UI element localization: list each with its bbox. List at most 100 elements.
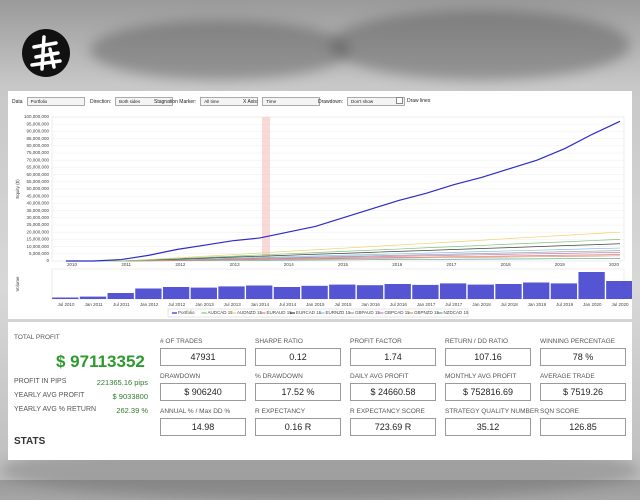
legend-entry: EURCAD 15	[296, 310, 322, 315]
legend-entry: Portfolio	[178, 310, 195, 315]
navigator-label: 2010	[67, 262, 78, 267]
y-tick-label: 35,000,000	[26, 208, 49, 213]
select[interactable]: All time	[200, 97, 259, 106]
x-tick-label: Jul 2010	[57, 302, 75, 307]
navigator-label: 2011	[121, 262, 131, 267]
navigator-label: 2019	[555, 262, 566, 267]
volume-bar	[439, 283, 467, 299]
x-tick-label: Jul 2016	[390, 302, 408, 307]
volume-label: Volume	[15, 276, 20, 292]
stat-label: SHARPE RATIO	[255, 338, 303, 345]
legend-entry: AUDCAD 15	[208, 310, 234, 315]
x-tick-label: Jul 2018	[501, 302, 519, 307]
background-mountain	[330, 10, 630, 80]
summary-value: 262.39 %	[116, 406, 148, 415]
x-tick-label: Jan 2013	[195, 302, 214, 307]
chart-panel: Data Portfolio Direction: Both sides Stagnat…	[8, 91, 632, 319]
background-mountain	[90, 20, 350, 80]
x-tick-label: Jan 2016	[361, 302, 380, 307]
x-tick-label: Jan 2014	[251, 302, 270, 307]
x-tick-label: Jan 2011	[85, 302, 104, 307]
y-tick-label: 95,000,000	[26, 121, 49, 126]
stat-value: 1.74	[350, 348, 436, 366]
navigator-label: 2015	[338, 262, 349, 267]
control-label: Direction:	[90, 98, 112, 105]
volume-bar	[495, 284, 522, 299]
stat-value: $ 752816.69	[445, 383, 531, 401]
y-tick-label: 5,000,000	[29, 251, 50, 256]
volume-bar	[412, 284, 439, 299]
control: Data Portfolio	[12, 97, 85, 106]
summary-value: 221365.16 pips	[96, 378, 148, 387]
control: X Axis: Time	[243, 97, 321, 106]
total-profit-label: TOTAL PROFIT	[14, 334, 60, 341]
navigator-label: 2016	[392, 262, 403, 267]
stat-value: $ 24660.58	[350, 383, 436, 401]
checkbox[interactable]	[396, 97, 403, 104]
legend-entry: NZDCAD 15	[444, 310, 470, 315]
volume-bar	[135, 288, 162, 299]
stat-label: % DRAWDOWN	[255, 373, 303, 380]
y-tick-label: 0	[46, 258, 49, 263]
legend-entry: GBPNZD 15	[414, 310, 440, 315]
volume-bar	[606, 281, 632, 299]
y-tick-label: 75,000,000	[26, 150, 49, 155]
stat-value: 35.12	[445, 418, 531, 436]
stat-value: 0.12	[255, 348, 341, 366]
stats-panel: TOTAL PROFIT $ 97113352 STATS PROFIT IN …	[8, 322, 632, 460]
control: Direction: Both sides	[90, 97, 174, 106]
navigator-label: 2020	[609, 262, 620, 267]
select[interactable]: Time	[262, 97, 321, 106]
volume-bar	[550, 283, 578, 299]
stat-label: STRATEGY QUALITY NUMBER	[445, 408, 539, 415]
stat-value: 47931	[160, 348, 246, 366]
stat-value: 0.16 R	[255, 418, 341, 436]
stat-label: DRAWDOWN	[160, 373, 201, 380]
series-line	[66, 231, 621, 262]
navigator-label: 2018	[501, 262, 512, 267]
stat-value: 14.98	[160, 418, 246, 436]
control-label: Draw lines	[407, 97, 431, 104]
x-tick-label: Jul 2020	[611, 302, 629, 307]
stat-value: $ 7519.26	[540, 383, 626, 401]
x-tick-label: Jan 2015	[306, 302, 325, 307]
legend-entry: EURNZD 15	[326, 310, 352, 315]
stat-label: R EXPECTANCY	[255, 408, 306, 415]
stat-value: 17.52 %	[255, 383, 341, 401]
y-tick-label: 45,000,000	[26, 193, 49, 198]
y-tick-label: 55,000,000	[26, 179, 49, 184]
legend-entry: GBPAUD 15	[355, 310, 380, 315]
volume-bar	[273, 287, 301, 299]
y-tick-label: 25,000,000	[26, 222, 49, 227]
y-tick-label: 20,000,000	[26, 229, 49, 234]
volume-bar	[79, 296, 107, 299]
volume-bar	[523, 282, 550, 299]
select[interactable]: Both sides	[115, 97, 174, 106]
legend-entry: GBPCAD 15	[385, 310, 411, 315]
control-label: Stagnation Marker:	[154, 98, 197, 105]
y-tick-label: 40,000,000	[26, 201, 49, 206]
volume-bar	[578, 272, 605, 299]
y-tick-label: 100,000,000	[24, 114, 50, 119]
stat-value: $ 906240	[160, 383, 246, 401]
y-tick-label: 65,000,000	[26, 165, 49, 170]
y-tick-label: 10,000,000	[26, 244, 49, 249]
stat-label: DAILY AVG PROFIT	[350, 373, 409, 380]
x-tick-label: Jan 2019	[528, 302, 547, 307]
y-tick-label: 60,000,000	[26, 172, 49, 177]
stat-value: 723.69 R	[350, 418, 436, 436]
x-tick-label: Jul 2015	[334, 302, 352, 307]
volume-bar	[162, 287, 190, 299]
x-tick-label: Jul 2017	[445, 302, 463, 307]
y-tick-label: 80,000,000	[26, 143, 49, 148]
series-line	[66, 254, 621, 262]
stats-heading: STATS	[14, 436, 46, 447]
y-tick-label: 50,000,000	[26, 186, 49, 191]
select[interactable]: Portfolio	[26, 97, 85, 106]
stat-label: ANNUAL % / Max DD %	[160, 408, 231, 415]
select[interactable]: Don't show	[347, 97, 406, 106]
y-tick-label: 85,000,000	[26, 136, 49, 141]
legend-entry: EURAUD 15	[267, 310, 293, 315]
x-tick-label: Jul 2013	[224, 302, 242, 307]
x-tick-label: Jan 2020	[583, 302, 602, 307]
